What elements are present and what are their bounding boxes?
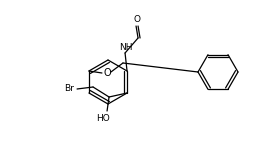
Text: HO: HO (96, 114, 110, 123)
Text: Br: Br (64, 84, 74, 93)
Text: O: O (103, 68, 111, 78)
Text: NH: NH (119, 44, 133, 52)
Text: O: O (134, 16, 140, 25)
